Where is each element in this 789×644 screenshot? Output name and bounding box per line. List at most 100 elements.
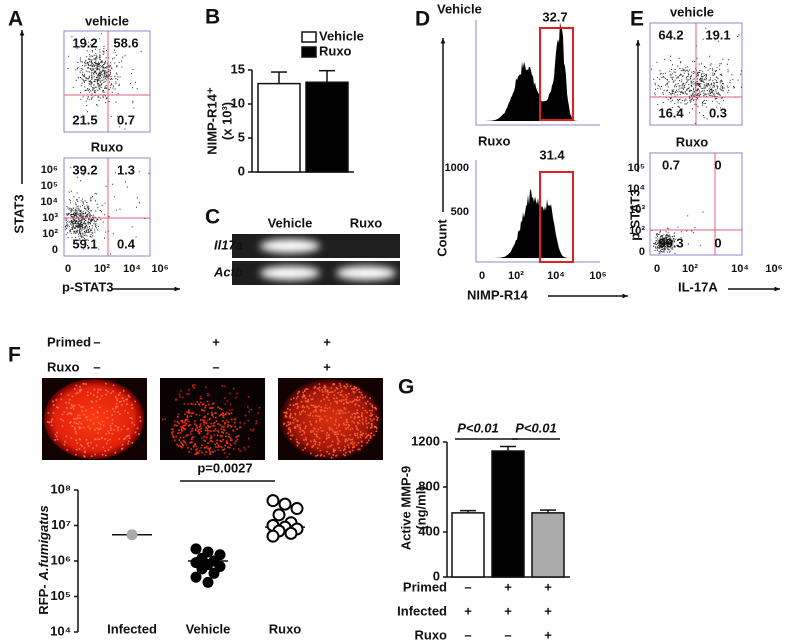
x-axis-label: NIMP-R14 [467,287,528,302]
arrow-head [19,30,25,36]
x-tick-label: 10⁴ [123,263,141,275]
arrow-head [174,286,180,292]
condition-sign: – [504,627,511,642]
annotation: p=0.0027 [197,460,252,475]
quadrant-value: 0 [714,235,721,250]
gel-band [336,266,396,280]
legend-swatch [301,31,317,43]
y-tick-label: 1200 [411,433,440,448]
y-tick-label: 0 [433,568,440,583]
plot-title: vehicle [85,13,129,28]
data-point [190,543,202,555]
x-tick-label: 10⁶ [765,263,782,275]
y-tick-label: 10⁶ [41,164,58,176]
y-tick-label: 10⁴ [40,196,58,208]
panel-letter: G [398,376,414,399]
quadrant-value: 19.2 [72,35,97,50]
arrow-head [622,293,628,299]
y-axis-label: STAT3 [11,194,26,233]
panel-letter: C [205,206,220,229]
plot-title: Vehicle [437,1,482,16]
plot-frame [63,157,151,257]
condition-sign: + [464,603,472,618]
y-axis-label: p-STAT3 [627,189,642,241]
gene-label: Actb [213,264,243,279]
y-axis-label: RFP- A.fumigatus [36,505,51,614]
arrow-head [440,38,446,44]
bar [305,81,349,173]
y-tick-label: 10⁷ [51,517,71,532]
y-tick-label: 10⁴ [50,623,71,638]
panel-letter: B [205,6,220,29]
condition-sign: + [504,579,512,594]
quadrant-value: 0 [714,157,721,172]
annotation: P<0.01 [515,420,557,435]
x-tick-label: 0 [654,263,660,275]
quadrant-value: 16.4 [658,105,684,120]
y-tick-label: 0 [238,163,245,178]
y-tick-label: 15 [231,61,245,76]
quadrant-value: 19.1 [705,27,730,42]
y-tick-label: 10² [629,225,645,237]
bar [491,450,525,578]
condition-sign: + [544,603,552,618]
arrow-head [635,40,641,46]
gate [539,27,574,121]
y-tick-label: 800 [418,478,440,493]
panel-letter: F [8,344,21,367]
histogram [484,22,578,121]
quadrant-value: 58.6 [113,35,138,50]
quadrant-value: 0.7 [662,157,680,172]
x-tick-label: 10⁴ [731,263,749,275]
data-point [190,571,202,583]
bar [257,82,301,173]
plot-frame [63,30,151,133]
x-axis-label: IL-17A [678,279,718,294]
plot-title: Ruxo [478,133,511,148]
lane-label: Ruxo [350,215,383,230]
condition-label: Ruxo [47,359,80,374]
y-tick-label: 5 [238,129,245,144]
condition-sign: + [544,579,552,594]
y-tick-label: 10⁸ [50,481,71,496]
gate-value: 32.7 [542,9,567,24]
x-tick-label: 10⁴ [547,270,565,282]
arrow-head [774,286,780,292]
data-point [278,497,292,511]
plot-title: vehicle [670,4,714,19]
legend-swatch [301,46,317,58]
plot-title: Ruxo [91,139,124,154]
condition-label: Primed [403,579,447,594]
y-tick-label: 10³ [42,212,58,224]
gate [539,171,574,263]
y-tick-label: 0 [52,244,58,256]
y-tick-label: 500 [451,206,469,218]
data-point [196,563,208,575]
event-dots [67,33,142,130]
condition-label: Primed [47,334,91,349]
event-dots [651,211,704,254]
y-axis-label: Count [434,219,449,257]
y-axis-label: (x 10³) [219,102,234,140]
data-point [272,508,286,522]
y-tick-label: 10⁵ [50,588,71,603]
data-point [290,502,304,516]
y-tick-label: 10⁵ [628,162,645,174]
quadrant-value: 39.2 [72,162,97,177]
y-axis-label-part: RFP- [36,584,51,614]
condition-label: Ruxo [415,627,448,642]
quadrant-value: 64.2 [658,27,683,42]
condition-sign: + [323,359,331,374]
lane-label: Vehicle [268,215,313,230]
condition-sign: + [323,334,331,349]
data-point [126,529,138,541]
condition-sign: + [504,603,512,618]
culture-dots [283,382,379,459]
data-point [266,494,280,508]
panel-letter: A [8,8,23,31]
x-tick-label: 0 [65,263,71,275]
histogram [484,189,578,258]
y-tick-label: 10² [42,228,58,240]
